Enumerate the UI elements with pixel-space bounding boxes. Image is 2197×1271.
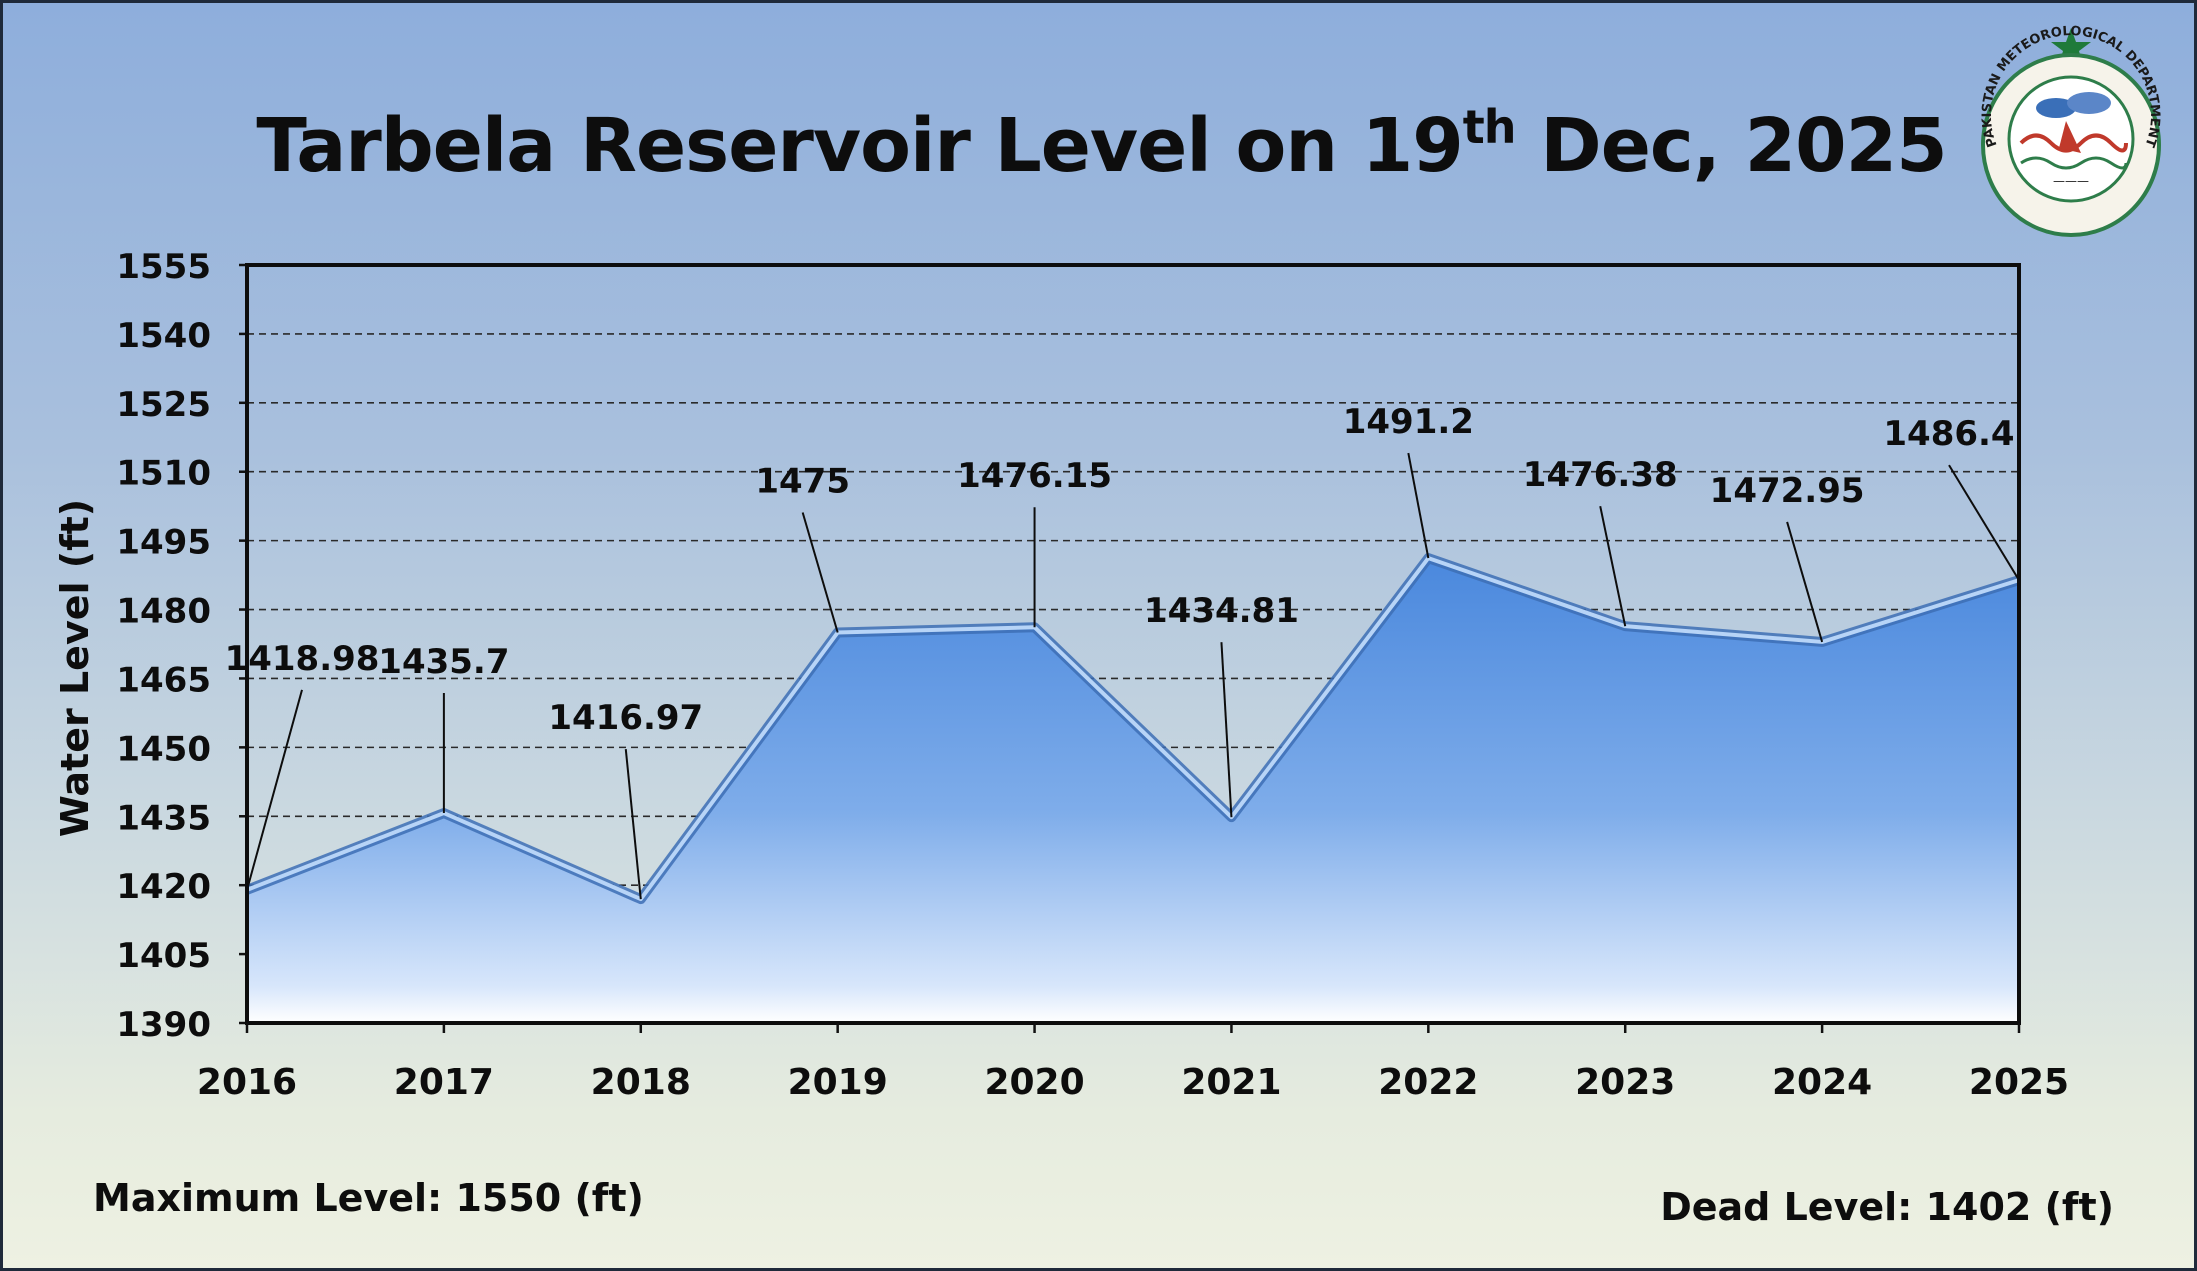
max-level-note: Maximum Level: 1550 (ft) (93, 1176, 644, 1220)
y-tick-label: 1435 (116, 798, 211, 838)
data-label: 1472.95 (1710, 471, 1865, 511)
area-fill (247, 558, 2019, 1023)
y-tick-label: 1525 (116, 385, 211, 425)
data-label-leader (1407, 452, 1430, 559)
data-label-leader (1599, 505, 1627, 627)
data-label: 1416.97 (548, 698, 703, 738)
x-tick-label: 2022 (1378, 1062, 1478, 1103)
plot-border (245, 263, 2021, 1025)
data-label-leader (801, 512, 839, 633)
title-prefix: Tarbela Reservoir Level on 19 (256, 103, 1463, 189)
y-tick-label: 1405 (116, 936, 211, 976)
x-tick-label: 2016 (197, 1062, 297, 1103)
y-tick-label: 1390 (116, 1005, 211, 1045)
data-label: 1435.7 (378, 642, 509, 682)
y-tick-label: 1420 (116, 867, 211, 907)
x-tick-label: 2024 (1772, 1062, 1872, 1103)
chart-title: Tarbela Reservoir Level on 19th Dec, 202… (3, 100, 2194, 189)
data-label: 1491.2 (1343, 402, 1474, 442)
x-tick-label: 2019 (788, 1062, 888, 1103)
pmd-emblem-icon: ——— PAKISTAN METEOROLOGICAL DEPARTMENT (1980, 24, 2162, 237)
data-label-leader (246, 689, 303, 891)
data-label-leader (1786, 521, 1824, 643)
data-label-leader (1948, 464, 2020, 581)
y-tick-label: 1555 (116, 247, 211, 287)
y-axis-title: Water Level (ft) (53, 499, 97, 837)
y-tick-label: 1540 (116, 316, 211, 356)
data-label: 1434.81 (1144, 591, 1299, 631)
title-superscript: th (1462, 100, 1517, 154)
axis-layer: 1390 1405 1420 1435 1450 1465 1480 1495 1510 1525… (53, 247, 2069, 1103)
series-line (246, 556, 2020, 902)
svg-text:———: ——— (2053, 174, 2089, 188)
area-layer (245, 553, 2021, 1023)
y-tick-label: 1450 (116, 729, 211, 769)
title-suffix: Dec, 2025 (1515, 103, 1947, 189)
x-tick-label: 2020 (984, 1062, 1084, 1103)
y-tick-label: 1465 (116, 660, 211, 700)
y-tick-label: 1495 (116, 523, 211, 563)
y-tick-label: 1480 (116, 592, 211, 632)
data-label: 1418.98 (225, 639, 380, 679)
data-label: 1475 (755, 462, 850, 502)
x-tick-label: 2023 (1575, 1062, 1675, 1103)
x-tick-label: 2018 (591, 1062, 691, 1103)
data-label: 1476.38 (1523, 455, 1678, 495)
data-label-leader (624, 749, 642, 900)
x-tick-label: 2017 (394, 1062, 494, 1103)
x-tick-label: 2025 (1969, 1062, 2069, 1103)
data-label-leader (1220, 642, 1233, 818)
y-tick-label: 1510 (116, 454, 211, 494)
x-tick-label: 2021 (1181, 1062, 1281, 1103)
data-label: 1476.15 (957, 456, 1112, 496)
dead-level-note: Dead Level: 1402 (ft) (1660, 1185, 2114, 1229)
data-label: 1486.4 (1883, 414, 2014, 454)
